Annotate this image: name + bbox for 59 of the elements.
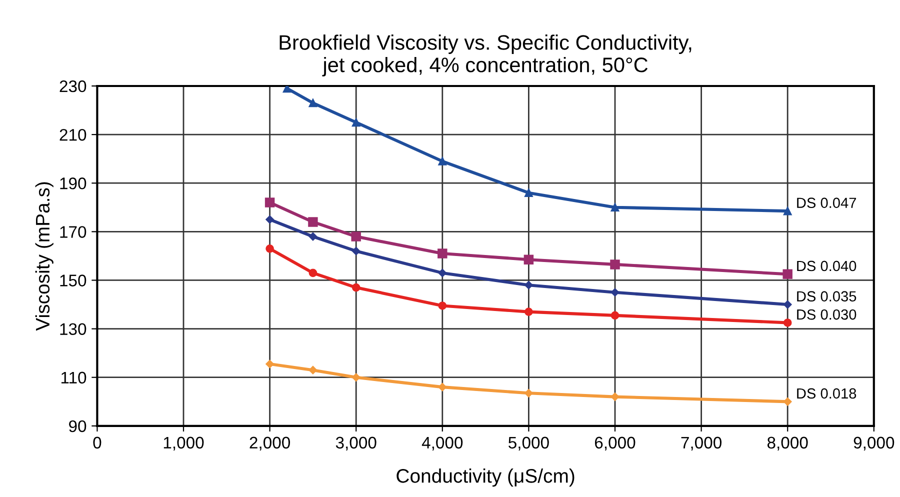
point — [610, 260, 620, 270]
x-tick-label: 3,000 — [336, 436, 376, 451]
point — [266, 215, 274, 224]
x-tick-label: 7,000 — [681, 436, 722, 451]
point — [438, 157, 447, 166]
x-tick-label: 6,000 — [594, 436, 636, 451]
y-tick-label: 90 — [69, 420, 86, 432]
x-tick-label: 1,000 — [164, 436, 204, 451]
point — [352, 283, 360, 292]
point — [524, 280, 533, 290]
point — [308, 98, 318, 108]
point — [308, 232, 318, 241]
x-tick-label: 0 — [93, 436, 102, 449]
point — [351, 232, 361, 242]
point — [783, 300, 792, 309]
point — [352, 373, 360, 382]
point — [438, 248, 448, 258]
point — [524, 389, 533, 398]
point — [610, 203, 620, 212]
x-tick-label: 5,000 — [508, 436, 549, 451]
point — [610, 311, 620, 320]
x-axis-title: Conductivity (μS/cm) — [396, 468, 574, 487]
point — [308, 366, 318, 374]
y-axis-title: Viscosity (mPa.s) — [35, 182, 54, 331]
point — [282, 86, 292, 93]
x-tick-label: 4,000 — [422, 436, 463, 451]
point — [308, 217, 318, 227]
y-tick-label: 150 — [60, 274, 86, 286]
point — [266, 360, 274, 368]
y-tick-label: 170 — [60, 226, 86, 238]
point — [524, 254, 534, 264]
point — [438, 268, 447, 278]
point — [352, 118, 360, 127]
x-tick-label: 9,000 — [854, 436, 894, 451]
point — [264, 198, 275, 208]
point — [610, 288, 620, 297]
point — [266, 244, 274, 253]
point — [524, 308, 533, 316]
series-label: DS 0.040 — [797, 260, 856, 272]
point — [308, 268, 318, 278]
series-label: DS 0.035 — [797, 291, 856, 302]
x-tick-label: 8,000 — [767, 436, 808, 451]
point — [783, 206, 792, 216]
y-tick-label: 190 — [60, 178, 86, 190]
point — [524, 188, 533, 197]
point — [438, 382, 447, 392]
x-tick-label: 2,000 — [250, 436, 290, 451]
series-label: DS 0.030 — [797, 309, 856, 320]
point — [782, 269, 792, 280]
point — [352, 246, 360, 256]
point — [438, 302, 447, 310]
y-tick-label: 110 — [61, 372, 86, 384]
y-tick-label: 210 — [60, 128, 86, 141]
chart-title: Brookfield Viscosity vs. Specific Conductivity, jet cooked, 4% concentration, 50°C — [280, 34, 692, 76]
y-tick-label: 230 — [60, 80, 86, 92]
y-tick-label: 130 — [60, 323, 86, 336]
point — [783, 318, 792, 327]
series-label: DS 0.018 — [797, 388, 856, 399]
series-label: DS 0.047 — [797, 198, 856, 208]
